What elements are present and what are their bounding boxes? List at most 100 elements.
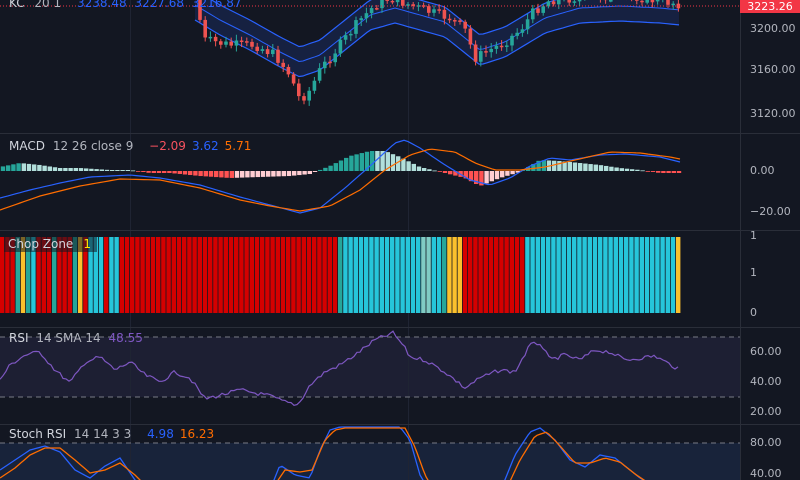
chop-column: [457, 237, 462, 313]
candle-body: [494, 45, 499, 49]
chop-column: [514, 237, 520, 313]
macd-bar: [68, 168, 73, 171]
chop-column: [130, 237, 135, 313]
chop-column: [104, 237, 109, 313]
chop-column: [442, 237, 447, 313]
chop-column: [72, 237, 78, 313]
macd-axis-label: 0.00: [750, 164, 775, 177]
chop-column: [660, 237, 665, 313]
chop-column: [202, 237, 208, 313]
macd-bar: [422, 168, 427, 171]
chop-column: [78, 237, 83, 313]
stoch-pane[interactable]: [0, 426, 740, 480]
macd-bar: [110, 170, 115, 171]
candle-body: [208, 36, 213, 39]
macd-bar: [151, 171, 156, 173]
chop-column: [509, 237, 514, 313]
kc-pane[interactable]: [0, 0, 740, 106]
macd-bar: [63, 168, 68, 171]
candle-body: [312, 80, 317, 91]
candle-body: [536, 8, 540, 13]
kc-legend-lower: 3216.87: [191, 0, 242, 10]
candle-body: [359, 18, 363, 21]
candle-body: [645, 0, 649, 3]
rsi-axis-label: 60.00: [750, 345, 782, 358]
candle-body: [286, 66, 291, 75]
candle-body: [484, 51, 488, 53]
macd-pane[interactable]: [0, 139, 682, 214]
macd-bar: [146, 171, 151, 173]
macd-bar: [32, 164, 37, 171]
macd-bar: [312, 171, 318, 172]
candle-body: [375, 8, 379, 10]
stoch-legend-values: 4.98 16.23: [141, 427, 214, 441]
candle-body: [354, 20, 358, 34]
chop-column: [124, 237, 130, 313]
kc-legend-name: KC: [9, 0, 25, 10]
stoch-axis-label: 40.00: [750, 467, 782, 480]
macd-bar: [141, 171, 146, 173]
chop-zone-legend[interactable]: Chop Zone 1: [4, 236, 97, 252]
chop-column: [431, 237, 436, 313]
macd-bar: [578, 163, 583, 171]
macd-bar: [203, 171, 208, 177]
macd-bar: [58, 168, 63, 171]
macd-bar: [562, 161, 567, 171]
macd-bar: [479, 171, 484, 186]
chop-column: [57, 237, 62, 313]
candle-body: [198, 0, 202, 20]
candle-body: [224, 41, 228, 45]
chop-column: [10, 237, 15, 313]
stoch-legend[interactable]: Stoch RSI 14 14 3 3 4.98 16.23: [9, 427, 214, 441]
macd-bar: [193, 171, 198, 176]
macd-bar: [250, 171, 255, 178]
kc-middle-line: [194, 4, 680, 63]
chop-column: [41, 237, 46, 313]
chop-column: [410, 237, 416, 313]
macd-bar: [364, 151, 370, 171]
kc-legend-upper: 3238.48: [76, 0, 127, 10]
chop-column: [494, 237, 499, 313]
chop-column: [343, 237, 348, 313]
candle-body: [640, 0, 644, 3]
chop-column: [36, 237, 41, 313]
chop-column: [499, 237, 504, 313]
chop-column: [26, 237, 31, 313]
rsi-pane[interactable]: [0, 330, 740, 406]
macd-bar: [354, 154, 359, 171]
chop-column: [109, 237, 114, 313]
rsi-axis-label: 40.00: [750, 375, 782, 388]
macd-bar: [614, 167, 619, 171]
rsi-legend[interactable]: RSI 14 SMA 14 48.55: [9, 331, 143, 345]
chop-column: [540, 237, 546, 313]
kc-legend[interactable]: KC 20 1 3238.48 3227.68 3216.87: [9, 0, 242, 10]
chop-zone-columns: [0, 237, 681, 313]
chop-column: [655, 237, 660, 313]
chop-column: [384, 237, 390, 313]
rsi-legend-params: 14 SMA 14: [36, 331, 101, 345]
candle-body: [655, 0, 660, 2]
macd-bar: [37, 164, 42, 171]
chop-column: [15, 237, 20, 313]
candle-body: [499, 45, 504, 48]
chop-column: [88, 237, 93, 313]
macd-bar: [588, 164, 593, 171]
macd-legend-name: MACD: [9, 139, 45, 153]
macd-legend-values: −2.09 3.62 5.71: [143, 139, 251, 153]
macd-bar: [442, 171, 448, 173]
candle-body: [349, 33, 353, 36]
macd-legend-params: 12 26 close 9: [52, 139, 134, 153]
macd-legend[interactable]: MACD 12 26 close 9 −2.09 3.62 5.71: [9, 139, 251, 153]
macd-bar: [177, 171, 182, 174]
chop-column: [530, 237, 535, 313]
chop-column: [171, 237, 176, 313]
candle-body: [239, 40, 244, 43]
macd-bar: [115, 170, 120, 171]
macd-bar: [292, 171, 297, 176]
candle-body: [343, 35, 348, 40]
macd-bar: [104, 169, 110, 171]
chop-column: [208, 237, 213, 313]
chop-column: [31, 237, 36, 313]
macd-bar: [536, 160, 541, 171]
